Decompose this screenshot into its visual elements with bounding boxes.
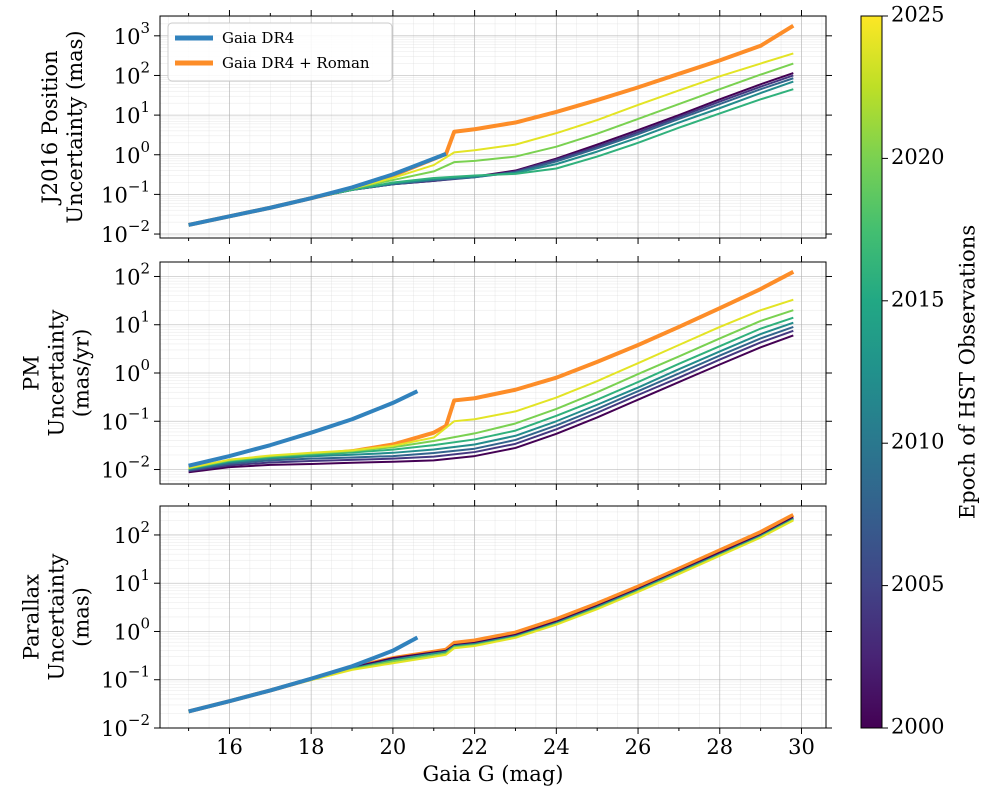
legend: Gaia DR4 Gaia DR4 + Roman [167,22,393,82]
colorbar-gradient [860,15,883,729]
series-line-hst-2024 [188,298,794,469]
colorbar-tick-label: 2020 [891,145,944,169]
legend-label: Gaia DR4 + Roman [222,54,370,72]
series-line-gaia-dr4-roman [188,270,795,470]
y-tick-label: 100 [114,138,150,168]
y-tick-label: 102 [114,518,150,548]
series-line-gaia-dr4 [188,152,447,227]
colorbar-tick-label: 2015 [891,287,944,311]
y-axis-label: Parallax [20,574,44,660]
panel-3: 10−2 10−1 100 101 102 Parallax Uncertainty (mas… [20,500,832,741]
plot-frame [159,505,827,729]
colorbar-tick-label: 2010 [891,430,944,454]
series-group [188,23,795,227]
x-tick-label: 22 [461,735,488,759]
series-line-hst-2004 [188,329,794,473]
y-axis-label: Uncertainty [45,553,69,680]
y-axis-label: (mas/yr) [70,329,94,418]
y-tick-label: 102 [114,259,150,289]
x-tick-label: 26 [625,735,652,759]
colorbar-tick-label: 2005 [891,572,944,596]
series-line-gaia-dr4 [188,635,419,714]
series-line-hst-2008 [188,77,794,226]
y-tick-label: 100 [114,614,150,644]
colorbar-tick-label: 2000 [891,715,944,739]
y-axis-label: (mas) [70,587,94,647]
series-line-hst-2020 [188,519,794,713]
y-tick-label: 10−1 [101,177,150,207]
y-tick-label: 100 [114,356,150,386]
series-group [188,513,795,714]
panel-2: 10−2 10−1 100 101 102 PM Uncertainty (mas/yr) [20,256,832,490]
grid [160,506,826,729]
grid [160,262,826,484]
y-axis-label: Uncertainty (mas) [63,30,87,223]
grid [160,16,826,239]
y-tick-label: 103 [114,19,150,49]
x-tick-label: 30 [788,735,815,759]
y-tick-label: 101 [114,566,150,596]
panel-1: 10−2 10−1 100 101 102 103 J2016 Position Uncert… [38,10,832,247]
series-line-gaia-dr4 [188,389,419,468]
x-tick-label: 18 [298,735,325,759]
y-tick-label: 101 [114,98,150,128]
x-tick-label: 16 [216,735,243,759]
series-line-hst-2008 [188,326,794,472]
series-line-hst-2000 [188,334,794,474]
colorbar-tick-label: 2025 [891,3,944,27]
series-line-hst-2012 [188,518,794,713]
y-axis-label: PM [20,355,44,391]
series-group [188,270,795,474]
y-tick-label: 10−2 [101,711,150,741]
plot-frame [159,15,827,239]
y-axis-label: J2016 Position [38,50,62,205]
y-tick-label: 10−1 [101,663,150,693]
colorbar: 2000 2005 2010 2015 2020 2025 Epoch of HST Obs… [860,3,980,739]
y-tick-label: 10−1 [101,404,150,434]
x-tick-label: 20 [380,735,407,759]
x-axis-label: Gaia G (mag) [423,762,564,786]
x-tick-label: 28 [706,735,733,759]
y-tick-label: 102 [114,58,150,88]
colorbar-label: Epoch of HST Observations [956,225,980,519]
y-tick-label: 10−2 [101,217,150,247]
series-line-hst-2024 [188,519,794,713]
series-line-hst-2012 [188,321,794,471]
series-line-hst-2004 [188,74,794,226]
legend-box [167,22,393,82]
series-line-hst-2000 [188,516,794,713]
legend-label: Gaia DR4 [222,29,294,47]
y-axis-label: Uncertainty [45,309,69,436]
x-tick-label: 24 [543,735,570,759]
y-tick-label: 101 [114,308,150,338]
y-tick-label: 10−2 [101,453,150,483]
